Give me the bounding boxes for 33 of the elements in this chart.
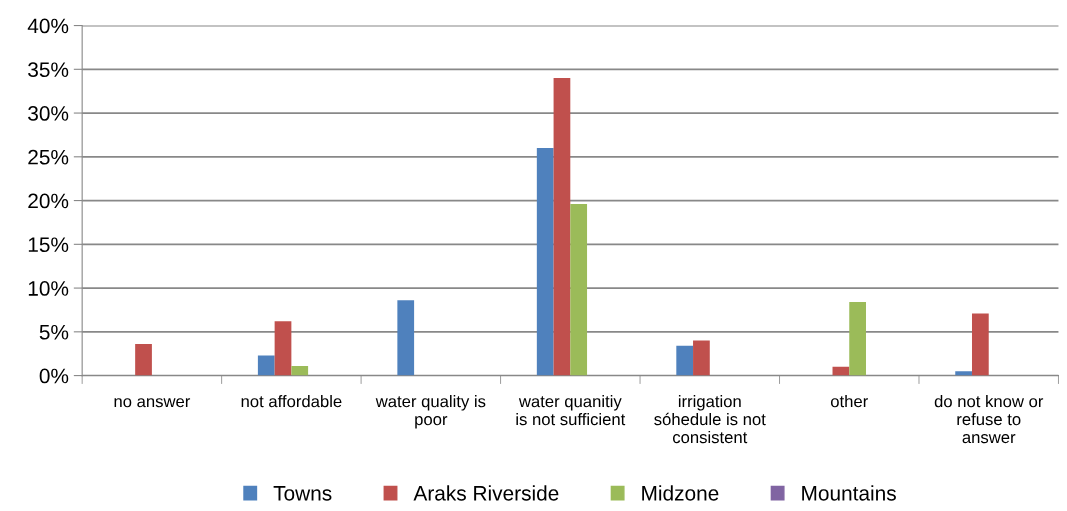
y-tick-label: 30% (28, 106, 69, 121)
y-tick-label: 40% (27, 18, 69, 34)
x-tick-label: not affordable (241, 395, 342, 408)
x-tick-label: no answer (114, 398, 191, 408)
bar (135, 344, 152, 376)
bar (536, 148, 554, 376)
y-tick-label: 0% (39, 368, 69, 384)
legend-label: Mountains (802, 485, 896, 501)
y-tick-label: 15% (28, 237, 69, 253)
x-tick-label: water quanitiy is not sufficient (516, 395, 626, 426)
x-tick-label: do not know or refuse to answer (934, 395, 1044, 444)
bar (397, 300, 415, 376)
bar (274, 321, 292, 376)
x-tick-label: water quality is poor (375, 395, 486, 429)
x-tick-label: irrigation sóhedule is not consistent (654, 395, 766, 444)
bar (971, 313, 989, 376)
bar (553, 78, 571, 376)
bar (257, 355, 275, 376)
y-tick-label: 20% (28, 193, 69, 209)
bar (849, 302, 866, 376)
bar (955, 371, 972, 376)
bar (676, 345, 694, 376)
y-tick-label: 5% (39, 324, 69, 340)
legend-label: Araks Riverside (413, 485, 559, 501)
bar (291, 365, 309, 376)
y-tick-label: 25% (28, 149, 69, 165)
y-tick-label: 35% (28, 62, 69, 78)
legend-label: Towns (273, 486, 332, 501)
legend-label: Midzone (642, 485, 719, 501)
bar (570, 204, 588, 376)
y-tick-label: 10% (28, 281, 69, 296)
bar (693, 340, 710, 376)
x-tick-label: other (830, 395, 868, 408)
